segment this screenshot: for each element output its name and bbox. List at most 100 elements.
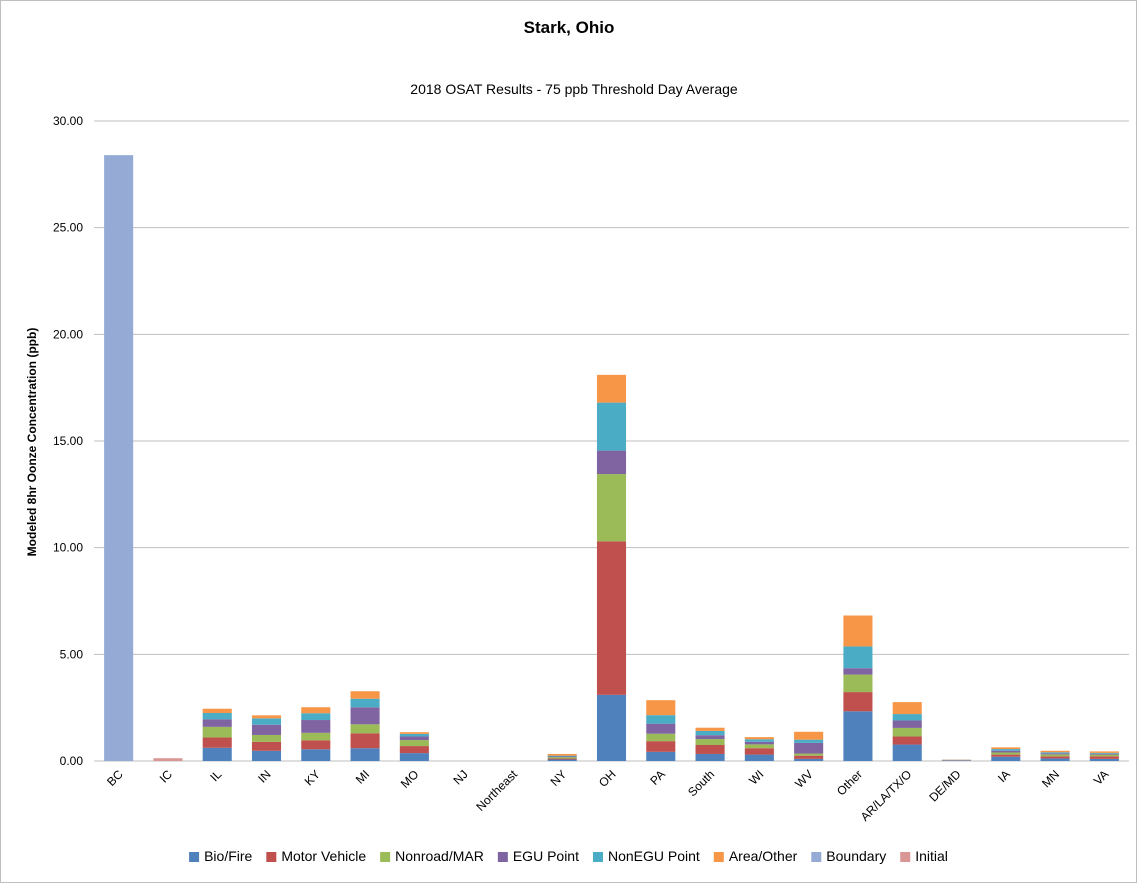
x-tick-label: AR/LA/TX/O [858,767,915,824]
bar-stack [1040,750,1070,761]
bar-segment [794,755,824,759]
bar-segment [547,753,577,756]
bar-segment [301,740,331,750]
bar-stack [104,155,134,762]
y-tick-label: 0.00 [60,754,84,768]
bar-segment [301,732,331,741]
bar-segment [646,700,676,716]
bar-stack [794,731,824,761]
bar-segment [350,748,380,761]
bar-stack [251,715,282,761]
x-tick-label: IC [157,767,176,786]
bar-segment [794,753,824,756]
bars [104,155,1119,762]
bar-segment [596,374,627,403]
bar-segment [399,753,429,761]
bar-segment [695,727,725,731]
bar-segment [1089,752,1119,754]
bar-segment [399,740,429,747]
bar-segment [301,720,331,733]
legend: Bio/Fire Motor Vehicle Nonroad/MAR EGU Poin… [189,848,948,864]
legend-swatch [713,852,724,862]
y-axis-label: Modeled 8hr Oonze Concentration (ppb) [25,328,39,557]
legend-swatch [266,852,277,862]
bar-segment [596,541,627,695]
legend-label: Area/Other [729,848,798,864]
bar-segment [596,450,627,475]
bar-segment [695,745,725,754]
bar-segment [892,702,922,715]
bar-segment [646,715,676,724]
bar-segment [350,724,380,734]
x-tick-label: KY [302,767,323,788]
bar-stack [892,702,922,761]
x-tick-label: DE/MD [926,767,963,804]
y-tick-label: 15.00 [53,434,83,448]
bar-segment [794,758,824,761]
legend-label: Boundary [826,848,886,864]
bar-segment [350,698,380,708]
bar-segment [1040,752,1070,754]
x-tick-label: NY [548,767,570,789]
bar-segment [202,726,232,738]
bar-segment [350,691,380,699]
bar-segment [843,668,873,675]
bar-stack [941,759,972,761]
x-tick-label: IN [255,767,273,785]
legend-item: Initial [900,848,948,864]
x-tick-label: NJ [450,767,470,787]
bar-segment [843,674,873,693]
bar-segment [695,730,725,736]
legend-label: Motor Vehicle [281,848,366,864]
bar-segment [892,720,922,728]
bar-segment [251,741,282,751]
chart-subtitle: 2018 OSAT Results - 75 ppb Threshold Day… [410,81,738,97]
bar-segment [843,692,873,712]
bar-segment [744,739,774,742]
bar-segment [892,727,922,737]
bar-stack [744,737,774,761]
x-tick-label: BC [104,767,126,789]
bar-segment [202,708,232,713]
bar-segment [991,754,1021,757]
legend-item: EGU Point [497,848,579,864]
bar-segment [744,748,774,755]
bar-segment [251,718,282,725]
bar-segment [991,756,1021,761]
bar-segment [251,750,282,761]
bar-segment [991,750,1021,753]
x-tick-label: Other [834,767,865,798]
bar-segment [596,694,627,761]
bar-stack [399,732,429,761]
bar-segment [547,759,577,761]
legend-item: NonEGU Point [592,848,700,864]
legend-item: Bio/Fire [189,848,253,864]
legend-label: NonEGU Point [608,848,700,864]
legend-item: Boundary [811,848,886,864]
x-tick-label: PA [647,767,668,788]
x-tick-label: IL [207,767,224,784]
bar-segment [301,749,331,761]
bar-stack [350,691,380,761]
bar-segment [744,744,774,749]
y-tick-label: 20.00 [53,327,83,341]
bar-segment [301,713,331,721]
bar-segment [695,739,725,745]
bar-segment [646,741,676,752]
x-tick-label: WV [792,767,816,791]
bar-stack [301,707,331,761]
y-axis-ticks: 0.00 5.00 10.00 15.00 20.00 25.00 30.00 [53,114,83,768]
bar-segment [399,733,429,737]
bar-segment [202,719,232,727]
bar-stack [202,708,232,761]
y-tick-label: 10.00 [53,541,83,555]
bar-segment [744,737,774,740]
x-tick-label: OH [596,767,619,790]
bar-stack [596,374,627,761]
bar-segment [202,737,232,748]
bar-segment [991,747,1021,750]
legend-label: Initial [915,848,948,864]
bar-segment [646,733,676,742]
bar-segment [153,758,183,761]
